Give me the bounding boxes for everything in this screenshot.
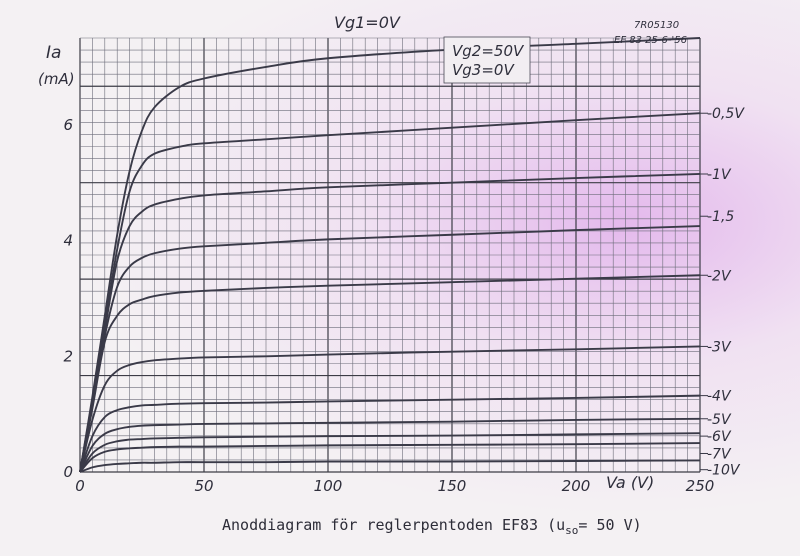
stamp-ref: EF 83 25-6-'56 (614, 35, 687, 46)
curve-series (79, 345, 701, 473)
condition-vg2: Vg2=50V (452, 42, 525, 60)
y-tick-label: 4 (63, 232, 73, 250)
y-tick-label: 6 (63, 116, 73, 134)
series-label: Vg1=0V (334, 13, 401, 32)
x-tick-label: 0 (75, 477, 85, 495)
x-tick-label: 150 (438, 477, 467, 495)
series-label: -1,5 (707, 209, 734, 225)
chart-grid (79, 37, 701, 473)
series-label: -2V (707, 268, 732, 284)
curve-series (79, 225, 701, 473)
tick-labels: 0 50 100 150 200 250 0 2 4 6 (63, 116, 714, 495)
x-tick-label: 200 (562, 477, 591, 495)
figure-caption: Anoddiagram för reglerpentoden EF83 (uso… (222, 516, 642, 537)
series-label: -0,5V (707, 106, 745, 122)
x-tick-label: 100 (314, 477, 343, 495)
series-label: -1V (707, 167, 732, 183)
stamp-code: 7R05130 (634, 20, 679, 31)
y-tick-label: 0 (63, 463, 73, 481)
series-label: -6V (707, 429, 732, 445)
y-axis-unit: (mA) (38, 70, 75, 88)
x-tick-label: 250 (686, 477, 715, 495)
caption-subscript: so (565, 524, 579, 537)
series-label: -7V (707, 446, 732, 462)
curve-series (79, 442, 701, 473)
curve-series (79, 432, 701, 473)
series-label: -3V (707, 339, 732, 355)
curve-series (79, 274, 701, 473)
curve-series (79, 459, 701, 473)
curve-series (79, 173, 701, 473)
curve-series (79, 112, 701, 473)
series-label: -10V (707, 463, 741, 479)
curve-series (79, 394, 701, 473)
y-tick-label: 2 (63, 347, 73, 365)
y-axis-label: Ia (46, 43, 61, 63)
series-label: -4V (707, 389, 732, 405)
curve-series (79, 417, 701, 473)
caption-suffix: = 50 V) (578, 516, 642, 534)
condition-vg3: Vg3=0V (452, 61, 515, 79)
x-axis-label: Va (V) (606, 473, 654, 492)
series-label: -5V (707, 412, 732, 428)
curve-labels: Vg1=0V -0,5V -1V -1,5 -2V -3V -4V -5V-6V-7V-10V (334, 13, 745, 479)
x-tick-label: 50 (194, 477, 213, 495)
conditions-box (443, 36, 531, 84)
caption-text: Anoddiagram för reglerpentoden EF83 (u (222, 516, 566, 534)
